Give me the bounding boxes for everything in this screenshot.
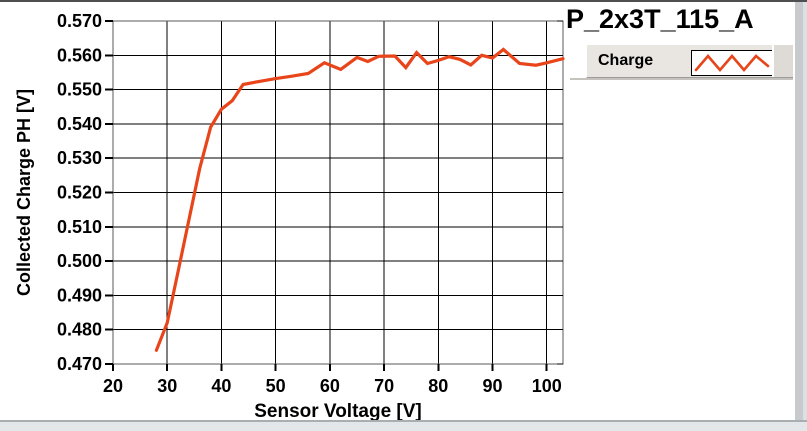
chart-title: P_2x3T_115_A	[566, 4, 754, 34]
y-tick-label: 0.520	[57, 183, 102, 203]
y-tick-label: 0.490	[57, 285, 102, 305]
x-tick-label: 60	[320, 376, 340, 396]
y-axis-title-text: Collected Charge PH [V]	[14, 88, 35, 297]
y-tick-label: 0.470	[57, 354, 102, 374]
legend[interactable]: Charge	[586, 44, 798, 78]
y-tick-label: 0.560	[57, 45, 102, 65]
window-right-edge-outer	[803, 2, 807, 420]
legend-zigzag-icon	[694, 54, 770, 72]
x-tick-label: 90	[483, 376, 503, 396]
window-bottom-edge	[0, 420, 807, 422]
window-top-edge	[0, 0, 807, 2]
legend-line-sample[interactable]	[691, 50, 773, 76]
x-tick-label: 30	[157, 376, 177, 396]
y-tick-label: 0.550	[57, 80, 102, 100]
x-tick-label: 80	[428, 376, 448, 396]
legend-shadow	[570, 78, 798, 80]
x-tick-label: 20	[103, 376, 123, 396]
x-tick-label: 50	[266, 376, 286, 396]
window-right-highlight	[793, 2, 795, 420]
y-tick-label: 0.480	[57, 320, 102, 340]
series-line-charge	[154, 47, 565, 352]
y-tick-label: 0.500	[57, 251, 102, 271]
x-axis-title: Sensor Voltage [V]	[254, 401, 422, 422]
y-tick-label: 0.570	[57, 11, 102, 31]
x-tick-label: 100	[532, 376, 562, 396]
y-tick-label: 0.540	[57, 114, 102, 134]
y-axis-title: Collected Charge PH [V]	[10, 21, 40, 364]
x-tick-label: 70	[374, 376, 394, 396]
legend-series-label: Charge	[598, 52, 654, 69]
x-tick-label: 40	[211, 376, 231, 396]
window-bottom-strip	[0, 422, 807, 431]
y-tick-label: 0.530	[57, 148, 102, 168]
window-right-edge	[795, 2, 803, 420]
y-tick-label: 0.510	[57, 217, 102, 237]
